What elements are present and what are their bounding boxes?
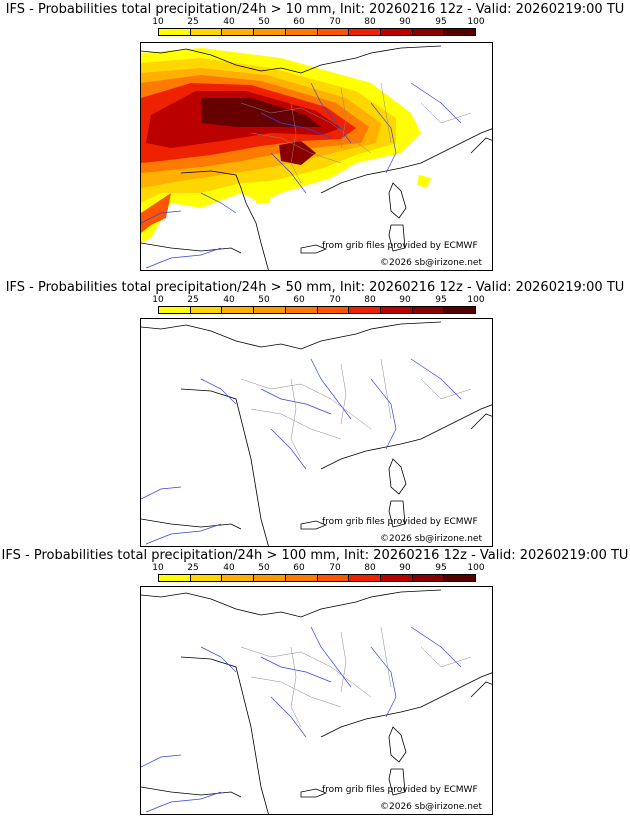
panel-title: IFS - Probabilities total precipitation/… bbox=[1, 548, 629, 563]
legend-swatch bbox=[190, 29, 223, 35]
copyright-credit: ©2026 sb@irizone.net bbox=[380, 534, 482, 544]
panel-10mm: IFS - Probabilities total precipitation/… bbox=[0, 2, 630, 272]
legend-swatch bbox=[159, 575, 191, 581]
legend-tick: 95 bbox=[435, 295, 447, 305]
legend-colorbar bbox=[158, 28, 476, 36]
legend-tick: 40 bbox=[223, 563, 235, 573]
probability-map: from grib files provided by ECMWF ©2026 … bbox=[140, 42, 493, 271]
legend-swatch bbox=[285, 575, 318, 581]
legend-tick: 60 bbox=[293, 17, 305, 27]
map-drawing bbox=[141, 589, 492, 814]
probability-map: from grib files provided by ECMWF ©2026 … bbox=[140, 318, 493, 547]
legend-swatch bbox=[285, 307, 318, 313]
legend-labels: 10 25 40 50 60 70 80 90 95 100 bbox=[150, 17, 485, 28]
source-credit: from grib files provided by ECMWF bbox=[322, 517, 478, 527]
legend-tick: 50 bbox=[258, 17, 270, 27]
legend-tick: 90 bbox=[399, 295, 411, 305]
copyright-credit: ©2026 sb@irizone.net bbox=[380, 258, 482, 268]
legend-swatch bbox=[190, 575, 223, 581]
legend-swatch bbox=[159, 29, 191, 35]
legend-tick: 90 bbox=[399, 17, 411, 27]
legend-swatch bbox=[254, 29, 286, 35]
panel-100mm: IFS - Probabilities total precipitation/… bbox=[0, 548, 630, 818]
legend-tick: 40 bbox=[223, 295, 235, 305]
legend-swatch bbox=[412, 307, 445, 313]
legend-tick: 80 bbox=[364, 563, 376, 573]
legend-labels: 10 25 40 50 60 70 80 90 95 100 bbox=[150, 295, 485, 306]
probability-map: from grib files provided by ECMWF ©2026 … bbox=[140, 586, 493, 815]
legend-tick: 50 bbox=[258, 563, 270, 573]
legend-tick: 40 bbox=[223, 17, 235, 27]
map-drawing bbox=[141, 321, 492, 546]
legend-swatch bbox=[222, 29, 255, 35]
legend-swatch bbox=[222, 575, 255, 581]
legend-tick: 60 bbox=[293, 295, 305, 305]
legend-tick: 10 bbox=[152, 563, 164, 573]
legend-colorbar bbox=[158, 306, 476, 314]
source-credit: from grib files provided by ECMWF bbox=[322, 785, 478, 795]
rivers bbox=[141, 626, 462, 813]
legend-swatch bbox=[349, 575, 381, 581]
panel-title: IFS - Probabilities total precipitation/… bbox=[5, 2, 625, 17]
legend-tick: 100 bbox=[467, 17, 485, 27]
legend-tick: 10 bbox=[152, 17, 164, 27]
legend-swatch bbox=[349, 29, 381, 35]
coastline bbox=[141, 45, 492, 270]
legend-labels: 10 25 40 50 60 70 80 90 95 100 bbox=[150, 563, 485, 574]
legend-swatch bbox=[444, 307, 476, 313]
legend-tick: 90 bbox=[399, 563, 411, 573]
legend-tick: 100 bbox=[467, 295, 485, 305]
legend-tick: 70 bbox=[329, 17, 341, 27]
legend-swatch bbox=[222, 307, 255, 313]
legend-tick: 100 bbox=[467, 563, 485, 573]
legend-tick: 25 bbox=[187, 17, 199, 27]
legend-swatch bbox=[380, 307, 413, 313]
legend-swatch bbox=[317, 575, 350, 581]
legend-swatch bbox=[380, 575, 413, 581]
legend-tick: 25 bbox=[187, 563, 199, 573]
coastline bbox=[141, 321, 492, 546]
admin-borders bbox=[240, 82, 472, 184]
legend-colorbar bbox=[158, 574, 476, 582]
legend-tick: 10 bbox=[152, 295, 164, 305]
admin-borders bbox=[240, 358, 472, 460]
panel-title: IFS - Probabilities total precipitation/… bbox=[5, 280, 625, 295]
map-drawing bbox=[141, 45, 492, 270]
precip-shading bbox=[141, 48, 431, 243]
copyright-credit: ©2026 sb@irizone.net bbox=[380, 802, 482, 812]
legend-tick: 95 bbox=[435, 17, 447, 27]
legend-swatch bbox=[254, 307, 286, 313]
legend-swatch bbox=[412, 29, 445, 35]
admin-borders bbox=[240, 626, 472, 728]
coastline bbox=[141, 589, 492, 814]
legend-tick: 25 bbox=[187, 295, 199, 305]
legend-swatch bbox=[349, 307, 381, 313]
legend-tick: 70 bbox=[329, 563, 341, 573]
legend-swatch bbox=[317, 307, 350, 313]
source-credit: from grib files provided by ECMWF bbox=[322, 241, 478, 251]
legend-tick: 80 bbox=[364, 295, 376, 305]
legend-tick: 70 bbox=[329, 295, 341, 305]
legend-tick: 50 bbox=[258, 295, 270, 305]
legend-swatch bbox=[380, 29, 413, 35]
legend-swatch bbox=[254, 575, 286, 581]
legend-swatch bbox=[159, 307, 191, 313]
legend-tick: 80 bbox=[364, 17, 376, 27]
legend-swatch bbox=[444, 575, 476, 581]
panel-50mm: IFS - Probabilities total precipitation/… bbox=[0, 280, 630, 550]
legend-swatch bbox=[444, 29, 476, 35]
legend-swatch bbox=[317, 29, 350, 35]
legend-swatch bbox=[412, 575, 445, 581]
legend-tick: 60 bbox=[293, 563, 305, 573]
legend-tick: 95 bbox=[435, 563, 447, 573]
legend-swatch bbox=[190, 307, 223, 313]
rivers bbox=[141, 82, 462, 269]
legend-swatch bbox=[285, 29, 318, 35]
